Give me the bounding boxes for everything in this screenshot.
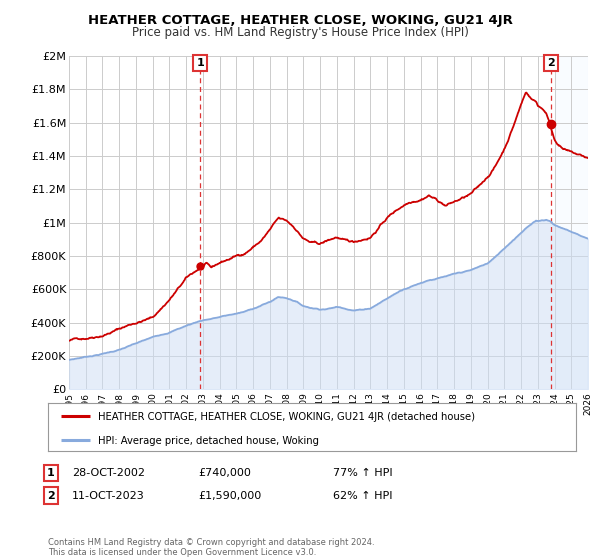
Text: £740,000: £740,000 — [198, 468, 251, 478]
Text: 11-OCT-2023: 11-OCT-2023 — [72, 491, 145, 501]
Text: Contains HM Land Registry data © Crown copyright and database right 2024.
This d: Contains HM Land Registry data © Crown c… — [48, 538, 374, 557]
Text: Price paid vs. HM Land Registry's House Price Index (HPI): Price paid vs. HM Land Registry's House … — [131, 26, 469, 39]
Text: 62% ↑ HPI: 62% ↑ HPI — [333, 491, 392, 501]
Text: £1,590,000: £1,590,000 — [198, 491, 261, 501]
Text: 2: 2 — [47, 491, 55, 501]
Text: 77% ↑ HPI: 77% ↑ HPI — [333, 468, 392, 478]
Text: HEATHER COTTAGE, HEATHER CLOSE, WOKING, GU21 4JR: HEATHER COTTAGE, HEATHER CLOSE, WOKING, … — [88, 14, 512, 27]
Text: HEATHER COTTAGE, HEATHER CLOSE, WOKING, GU21 4JR (detached house): HEATHER COTTAGE, HEATHER CLOSE, WOKING, … — [98, 412, 475, 422]
Text: 28-OCT-2002: 28-OCT-2002 — [72, 468, 145, 478]
Text: 1: 1 — [47, 468, 55, 478]
Text: HPI: Average price, detached house, Woking: HPI: Average price, detached house, Woki… — [98, 436, 319, 446]
Bar — [554, 56, 588, 389]
Text: 1: 1 — [196, 58, 204, 68]
Text: 2: 2 — [547, 58, 555, 68]
